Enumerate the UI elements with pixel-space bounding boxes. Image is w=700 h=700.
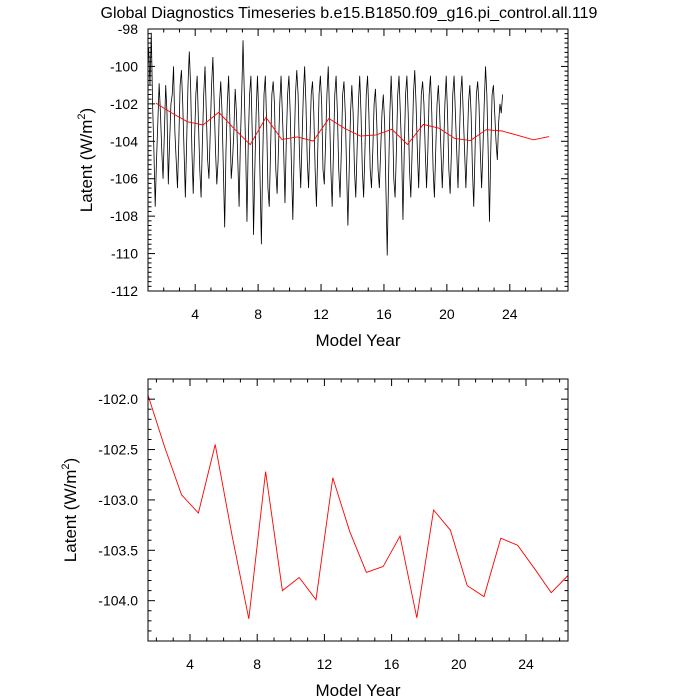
x-tick-label: 8 — [253, 656, 261, 672]
bottom-panel: 4 8 12 16 20 24 -104.0 -103.5 -103.0 -102.5 -102.0… — [60, 378, 569, 700]
monthly-series-line — [148, 32, 503, 256]
top-axis-ticks: 4 8 12 16 20 24 -112 -110 -108 -106 -104 -102 -100 -9… — [110, 21, 568, 322]
x-tick-label: 24 — [518, 656, 534, 672]
x-tick-label: 24 — [502, 306, 518, 322]
y-tick-label: -104 — [110, 133, 138, 149]
top-y-axis-label: Latent (W/m2) — [76, 108, 96, 212]
y-tick-label: -102.5 — [98, 442, 138, 458]
y-tick-label: -102 — [110, 96, 138, 112]
top-plot-series — [148, 32, 550, 256]
bottom-plot-frame — [147, 378, 569, 642]
x-tick-label: 4 — [191, 306, 199, 322]
x-tick-label: 16 — [384, 656, 400, 672]
y-tick-label: -103.5 — [98, 542, 138, 558]
y-tick-label: -106 — [110, 171, 138, 187]
bottom-plot-series — [147, 394, 569, 619]
top-x-axis-label: Model Year — [315, 331, 400, 350]
top-plot-frame — [147, 28, 569, 292]
y-tick-label: -110 — [111, 246, 138, 262]
bottom-y-axis-label: Latent (W/m2) — [60, 458, 80, 562]
bottom-x-axis-label: Model Year — [315, 681, 400, 700]
y-tick-label: -103.0 — [98, 492, 138, 508]
top-panel: 4 8 12 16 20 24 -112 -110 -108 -106 -104 -102 -100 -9… — [76, 21, 569, 350]
x-tick-label: 8 — [254, 306, 262, 322]
x-tick-label: 12 — [317, 656, 333, 672]
x-tick-label: 12 — [313, 306, 329, 322]
annual-series-line — [155, 102, 550, 146]
y-tick-label: -112 — [111, 283, 138, 299]
bottom-axis-ticks: 4 8 12 16 20 24 -104.0 -103.5 -103.0 -102.5 -102.0 — [98, 378, 568, 672]
x-tick-label: 16 — [376, 306, 392, 322]
annual-series-line — [147, 394, 569, 619]
x-tick-label: 20 — [439, 306, 455, 322]
y-tick-label: -98 — [118, 21, 138, 37]
x-tick-label: 4 — [186, 656, 194, 672]
y-tick-label: -100 — [110, 58, 138, 74]
y-tick-label: -102.0 — [98, 391, 138, 407]
y-tick-label: -108 — [110, 208, 138, 224]
figure-title: Global Diagnostics Timeseries b.e15.B185… — [101, 5, 598, 22]
x-tick-label: 20 — [451, 656, 467, 672]
y-tick-label: -104.0 — [98, 593, 138, 609]
